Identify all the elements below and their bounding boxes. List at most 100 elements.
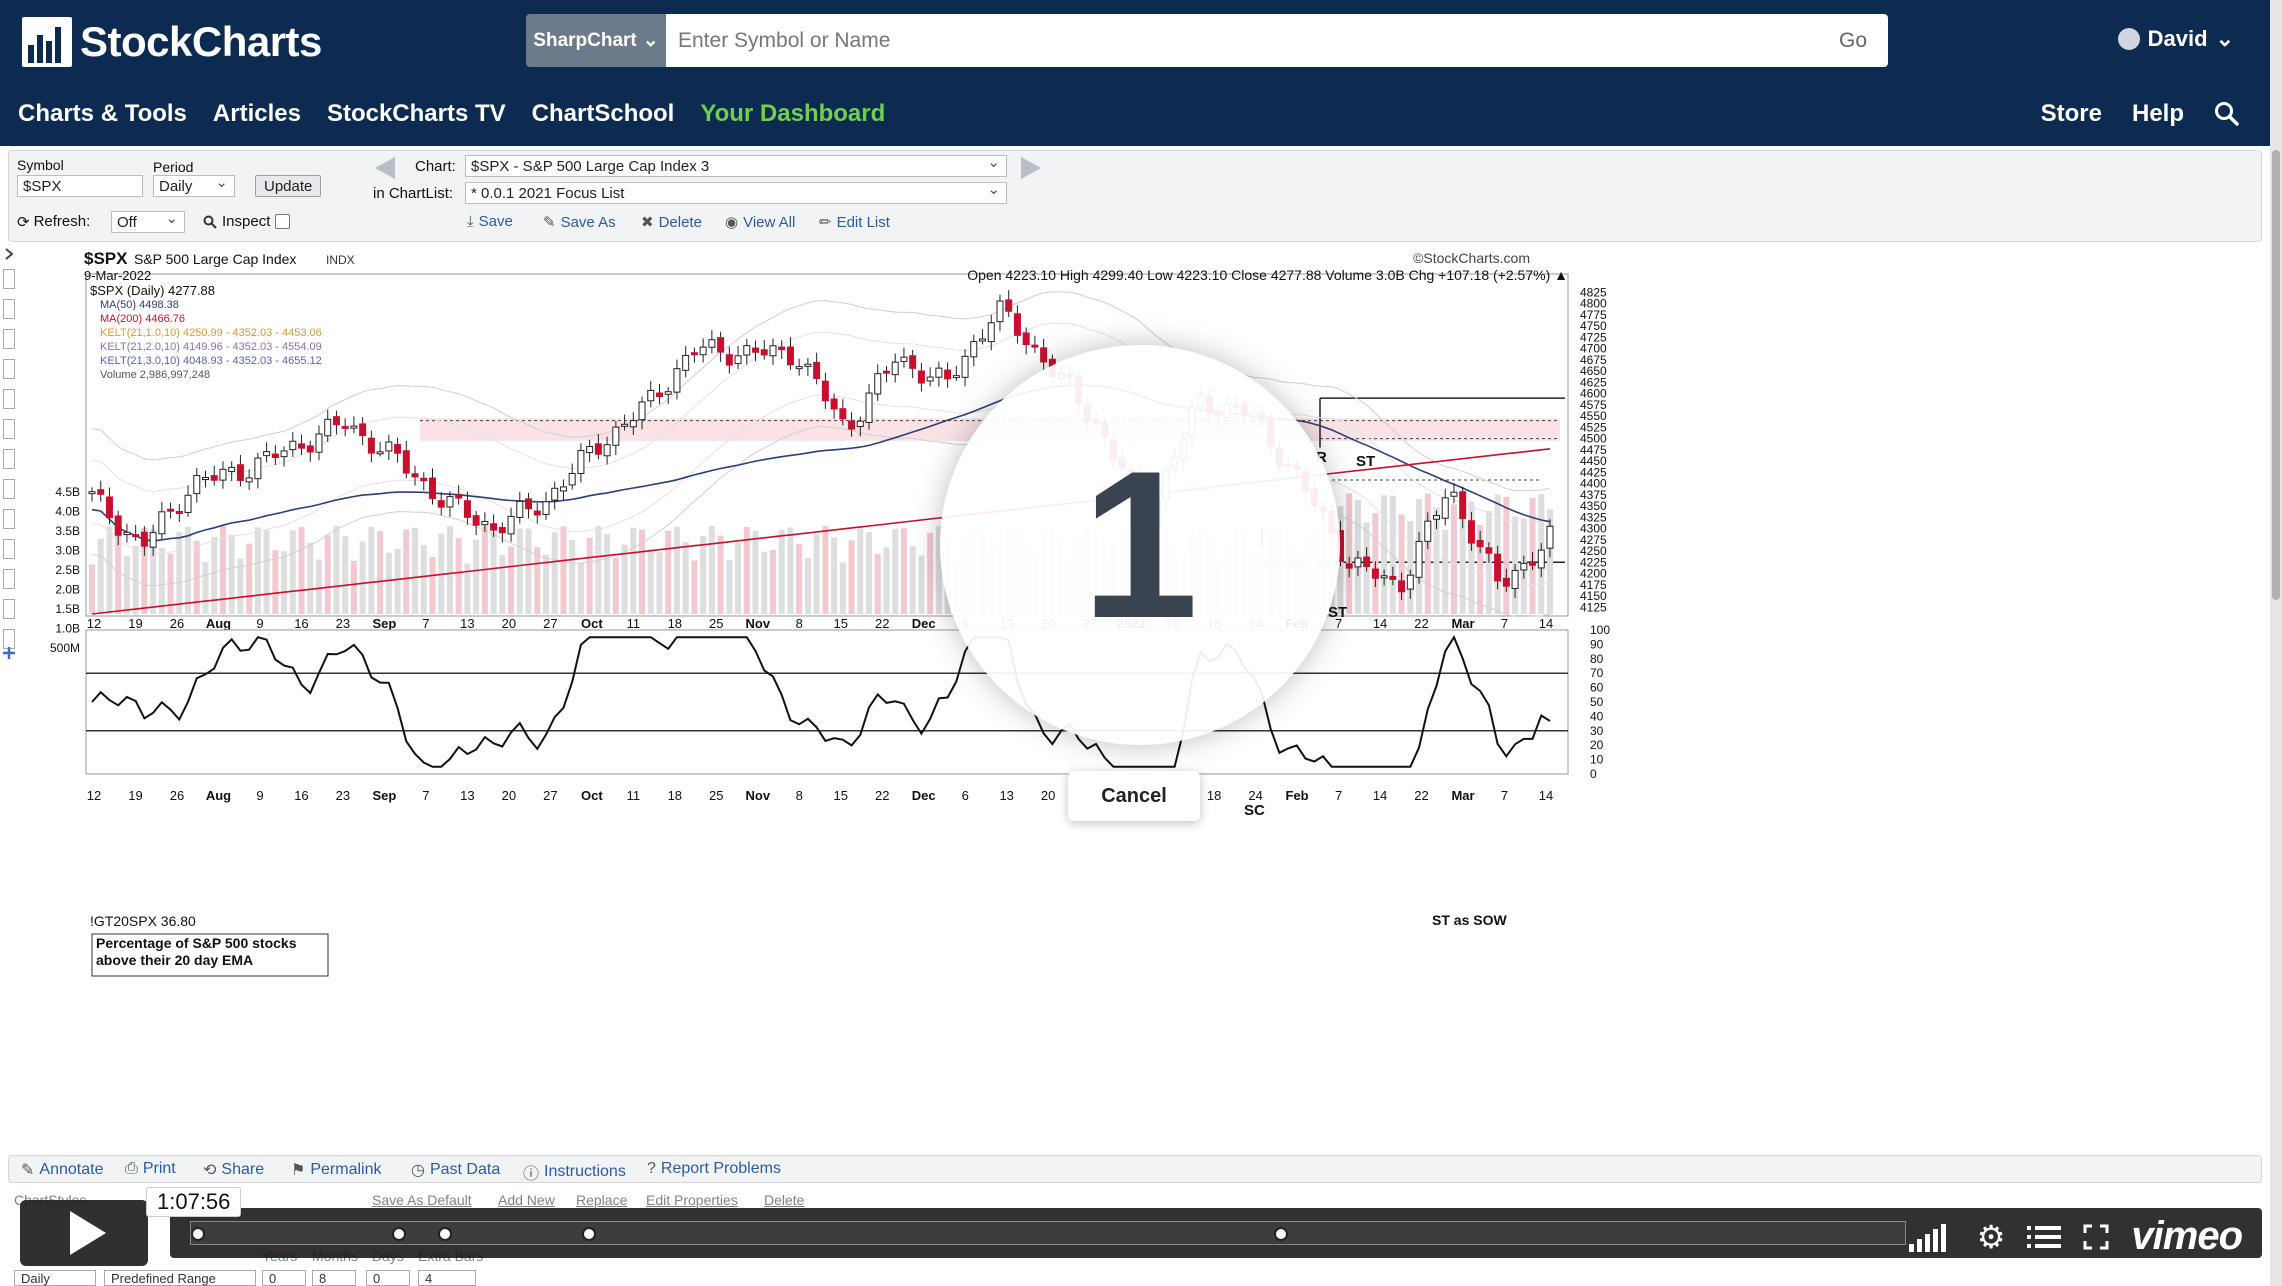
- nav-charts-tools[interactable]: Charts & Tools: [18, 100, 187, 127]
- nav-articles[interactable]: Articles: [212, 100, 301, 127]
- candle-up: [935, 367, 943, 378]
- settings-gear-icon[interactable]: ⚙: [1976, 1218, 2006, 1255]
- print-button[interactable]: ⎙ Print: [125, 1160, 176, 1178]
- fullscreen-icon[interactable]: [2083, 1224, 2109, 1250]
- previous-chart-arrow-icon[interactable]: [373, 155, 397, 181]
- edit-list-button[interactable]: ✏ Edit List: [819, 213, 890, 232]
- annotation-tool-button[interactable]: [3, 539, 15, 559]
- annotation-tool-button[interactable]: [3, 569, 15, 589]
- stockcharts-logo[interactable]: StockCharts: [22, 16, 322, 68]
- volume-bar: [516, 528, 523, 614]
- nav-your-dashboard[interactable]: Your Dashboard: [700, 100, 886, 127]
- x-tick-label: 7: [422, 616, 429, 631]
- annotation-tool-button[interactable]: [3, 509, 15, 529]
- past-data-button[interactable]: ◷ Past Data: [411, 1160, 500, 1180]
- annotation-tool-button[interactable]: [3, 359, 15, 379]
- range-period-select[interactable]: Daily: [14, 1270, 96, 1286]
- nav-stockcharts-tv[interactable]: StockCharts TV: [326, 100, 506, 127]
- volume-bar: [1424, 493, 1431, 614]
- add-new-link[interactable]: Add New: [498, 1192, 555, 1208]
- volume-bar: [97, 538, 104, 614]
- candle-up: [952, 375, 960, 379]
- years-select[interactable]: 0: [262, 1270, 306, 1286]
- user-menu[interactable]: David ⌄: [2117, 26, 2234, 52]
- chart-select[interactable]: $SPX - S&P 500 Large Cap Index 3: [465, 153, 1007, 177]
- instructions-button[interactable]: ⓘ Instructions: [523, 1160, 626, 1184]
- refresh-select[interactable]: Off: [111, 209, 185, 233]
- delete-style-link[interactable]: Delete: [764, 1192, 805, 1208]
- chartlist-select[interactable]: * 0.0.1 2021 Focus List: [465, 180, 1007, 204]
- search-input[interactable]: [666, 14, 1818, 67]
- legend-ma200: MA(200) 4466.76: [100, 313, 185, 325]
- nav-right: Store Help: [2041, 100, 2240, 128]
- vimeo-logo[interactable]: vimeo: [2131, 1214, 2243, 1258]
- annotation-tool-button[interactable]: [3, 329, 15, 349]
- annotation-tool-button[interactable]: [3, 599, 15, 619]
- search-type-dropdown[interactable]: SharpChart ⌄: [526, 14, 666, 67]
- replace-link[interactable]: Replace: [576, 1192, 628, 1208]
- period-select[interactable]: Daily: [153, 173, 235, 197]
- chapters-list-icon[interactable]: [2027, 1224, 2062, 1250]
- progress-bar[interactable]: [190, 1221, 1906, 1245]
- x-tick-label: 23: [336, 616, 350, 631]
- annotation-tool-button[interactable]: [3, 449, 15, 469]
- volume-bar: [420, 544, 427, 614]
- nav-chartschool[interactable]: ChartSchool: [531, 100, 675, 127]
- indicator-x-tick-label: 20: [1041, 788, 1055, 803]
- price-tick-label: 4325: [1580, 510, 1607, 524]
- plus-icon[interactable]: [1, 645, 17, 661]
- candle-down: [1494, 553, 1502, 582]
- scrollbar-thumb[interactable]: [2272, 150, 2280, 600]
- search-icon[interactable]: [2214, 101, 2240, 127]
- edit-properties-link[interactable]: Edit Properties: [646, 1192, 738, 1208]
- chapter-marker[interactable]: [1274, 1227, 1289, 1241]
- update-button[interactable]: Update: [255, 175, 322, 197]
- report-problems-button[interactable]: ? Report Problems: [647, 1160, 781, 1178]
- nav-help[interactable]: Help: [2131, 100, 2184, 127]
- share-button[interactable]: ⟲ Share: [203, 1160, 264, 1180]
- extra-bars-input[interactable]: 4: [418, 1270, 476, 1286]
- volume-bar: [123, 556, 130, 614]
- annotate-button[interactable]: ✎ Annotate: [21, 1160, 103, 1180]
- countdown-number: 1: [1081, 427, 1199, 662]
- chapter-marker[interactable]: [391, 1227, 406, 1241]
- annotation-tool-button[interactable]: [3, 299, 15, 319]
- chapter-marker[interactable]: [191, 1227, 205, 1241]
- months-select[interactable]: 8: [312, 1270, 356, 1286]
- nav-store[interactable]: Store: [2040, 100, 2102, 127]
- chart-date: 9-Mar-2022: [84, 268, 151, 283]
- cancel-button[interactable]: Cancel: [1068, 771, 1200, 821]
- volume-bars-icon[interactable]: [1907, 1222, 1955, 1252]
- predefined-range-select[interactable]: Predefined Range: [104, 1270, 256, 1286]
- symbol-input[interactable]: $SPX: [17, 175, 143, 197]
- save-button[interactable]: ⤓ Save: [467, 213, 513, 230]
- volume-bar: [682, 541, 689, 614]
- annotation-tool-button[interactable]: [3, 479, 15, 499]
- save-as-button[interactable]: ✎ Save As: [543, 213, 616, 232]
- price-tick-label: 4800: [1580, 297, 1607, 311]
- annotation-tool-button[interactable]: [3, 389, 15, 409]
- indicator-x-tick-label: 25: [709, 788, 723, 803]
- annotation-tool-button[interactable]: [3, 419, 15, 439]
- days-select[interactable]: 0: [366, 1270, 410, 1286]
- go-button[interactable]: Go: [1818, 14, 1888, 67]
- candle-up: [280, 450, 288, 458]
- candle-up: [219, 468, 227, 481]
- permalink-button[interactable]: ⚑ Permalink: [291, 1160, 381, 1180]
- price-tick-label: 4375: [1580, 488, 1607, 502]
- candle-up: [263, 451, 271, 457]
- view-all-button[interactable]: ◉ View All: [725, 213, 795, 232]
- volume-bar: [508, 546, 515, 614]
- inspect-checkbox[interactable]: [275, 214, 291, 229]
- instructions-label: Instructions: [544, 1163, 626, 1180]
- play-button[interactable]: [20, 1200, 148, 1266]
- volume-bar: [796, 544, 803, 614]
- next-chart-arrow-icon[interactable]: [1019, 155, 1043, 181]
- save-as-default-link[interactable]: Save As Default: [372, 1192, 472, 1208]
- annotation-tool-button[interactable]: [3, 269, 15, 289]
- chapter-marker[interactable]: [581, 1227, 596, 1241]
- expand-arrow-icon[interactable]: [3, 247, 15, 261]
- delete-button[interactable]: ✖ Delete: [641, 213, 702, 232]
- indicator-tick-label: 70: [1590, 666, 1604, 680]
- chapter-marker[interactable]: [437, 1227, 452, 1241]
